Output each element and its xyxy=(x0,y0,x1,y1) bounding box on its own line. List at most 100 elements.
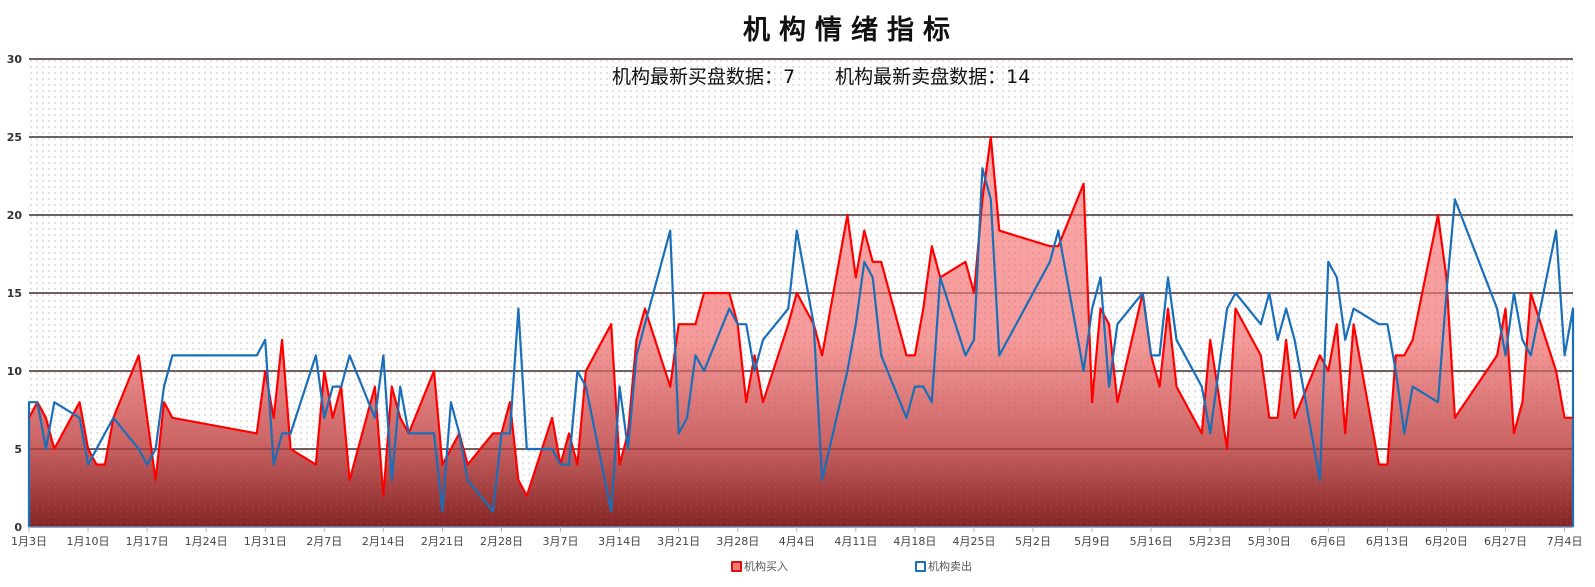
buy-data-point xyxy=(525,495,528,497)
buy-data-point xyxy=(1403,354,1406,357)
buy-data-point xyxy=(914,354,916,357)
y-tick-label: 15 xyxy=(7,287,22,300)
buy-data-point xyxy=(1563,417,1566,419)
sell-data-point xyxy=(1268,292,1271,294)
y-tick-label: 20 xyxy=(7,209,23,222)
x-tick-label: 5月9日 xyxy=(1074,535,1110,548)
x-tick-label: 2月28日 xyxy=(480,535,523,548)
sell-data-point xyxy=(728,307,731,310)
sell-data-point xyxy=(450,401,452,404)
sell-data-point xyxy=(1378,323,1380,326)
data-points xyxy=(28,136,1574,513)
sell-data-point xyxy=(171,354,174,357)
buy-data-point xyxy=(517,479,520,482)
sell-data-point xyxy=(964,354,967,357)
buy-data-point xyxy=(1572,417,1574,419)
buy-data-point xyxy=(1293,417,1296,419)
y-tick-label: 25 xyxy=(7,131,22,144)
x-tick-label: 1月10日 xyxy=(67,535,110,548)
buy-data-point xyxy=(1049,245,1051,247)
sell-data-point xyxy=(137,448,140,450)
buy-data-point xyxy=(1158,385,1161,388)
sell-data-point xyxy=(466,479,469,482)
buy-data-point xyxy=(1555,370,1557,372)
buy-data-point xyxy=(28,417,30,419)
buy-data-point xyxy=(1454,417,1456,419)
x-tick-label: 5月2日 xyxy=(1015,535,1051,548)
buy-data-point xyxy=(703,292,705,294)
sell-data-point xyxy=(1445,292,1448,294)
sell-data-point xyxy=(1563,354,1566,357)
buy-data-point xyxy=(568,432,570,435)
sell-data-point xyxy=(78,417,81,419)
x-tick-label: 3月14日 xyxy=(598,535,641,548)
sell-data-point xyxy=(762,339,764,341)
sell-data-point xyxy=(1386,323,1389,326)
buy-data-point xyxy=(264,370,267,372)
buy-data-point xyxy=(1268,417,1271,419)
buy-data-point xyxy=(1234,307,1237,310)
buy-data-point xyxy=(1496,354,1498,357)
series-line-sell xyxy=(27,167,1575,527)
buy-data-point xyxy=(1082,183,1085,185)
sell-data-point xyxy=(1276,339,1279,341)
buy-data-point xyxy=(627,432,629,435)
buy-data-point xyxy=(821,354,823,357)
sell-data-point xyxy=(998,354,1001,357)
y-axis: 0 5 10 15 20 25 30 xyxy=(7,53,23,534)
x-tick-label: 1月17日 xyxy=(126,535,169,548)
buy-data-point xyxy=(1395,354,1397,357)
sell-data-point xyxy=(635,354,638,357)
sell-data-point xyxy=(753,370,756,372)
buy-data-point xyxy=(323,370,326,372)
sell-data-point xyxy=(863,261,866,263)
sell-data-point xyxy=(1403,432,1406,435)
buy-data-point xyxy=(281,339,283,341)
sell-data-point xyxy=(492,510,494,513)
buy-data-point xyxy=(610,323,612,326)
x-tick-label: 4月11日 xyxy=(834,535,877,548)
sell-data-point xyxy=(855,323,857,326)
sell-data-point xyxy=(677,432,680,435)
sell-data-point xyxy=(939,276,942,279)
sell-data-point xyxy=(509,432,511,435)
sell-data-point xyxy=(331,385,334,388)
sell-data-point xyxy=(1504,354,1507,357)
sell-data-point xyxy=(745,323,747,326)
buy-data-point xyxy=(922,307,925,310)
buy-data-point xyxy=(1175,385,1178,388)
buy-data-point xyxy=(45,417,47,419)
sell-data-point xyxy=(1209,432,1212,435)
sell-data-point xyxy=(1530,354,1532,357)
legend-label-buy: 机构买入 xyxy=(744,560,788,573)
y-tick-label: 30 xyxy=(7,53,23,66)
x-tick-label: 6月27日 xyxy=(1484,535,1527,548)
buy-data-point xyxy=(1411,339,1414,341)
buy-data-point xyxy=(990,136,992,138)
x-tick-label: 2月7日 xyxy=(306,535,342,548)
buy-data-point xyxy=(146,417,148,419)
buy-data-point xyxy=(863,229,866,232)
sell-data-point xyxy=(905,417,908,419)
buy-data-point xyxy=(171,417,174,419)
x-tick-label: 1月24日 xyxy=(185,535,228,548)
sell-data-point xyxy=(914,385,916,388)
sell-data-point xyxy=(517,307,520,310)
sell-data-point xyxy=(568,463,570,466)
sell-data-point xyxy=(703,370,705,372)
legend-item-buy[interactable]: 机构买入 xyxy=(731,558,788,574)
buy-data-point xyxy=(1445,276,1448,279)
buy-data-point xyxy=(981,198,984,201)
buy-data-point xyxy=(787,323,790,326)
latest-sell-value: 14 xyxy=(1006,66,1031,88)
sell-data-point xyxy=(340,385,342,388)
buy-data-point xyxy=(1116,401,1119,404)
buy-data-point xyxy=(1108,323,1110,326)
buy-data-point xyxy=(374,385,376,388)
buy-data-point xyxy=(930,245,933,247)
sell-data-point xyxy=(981,167,984,169)
legend-item-sell[interactable]: 机构卖出 xyxy=(915,558,972,574)
sell-data-point xyxy=(1555,229,1557,232)
sell-data-point xyxy=(1234,292,1237,294)
sell-data-point xyxy=(1260,323,1262,326)
